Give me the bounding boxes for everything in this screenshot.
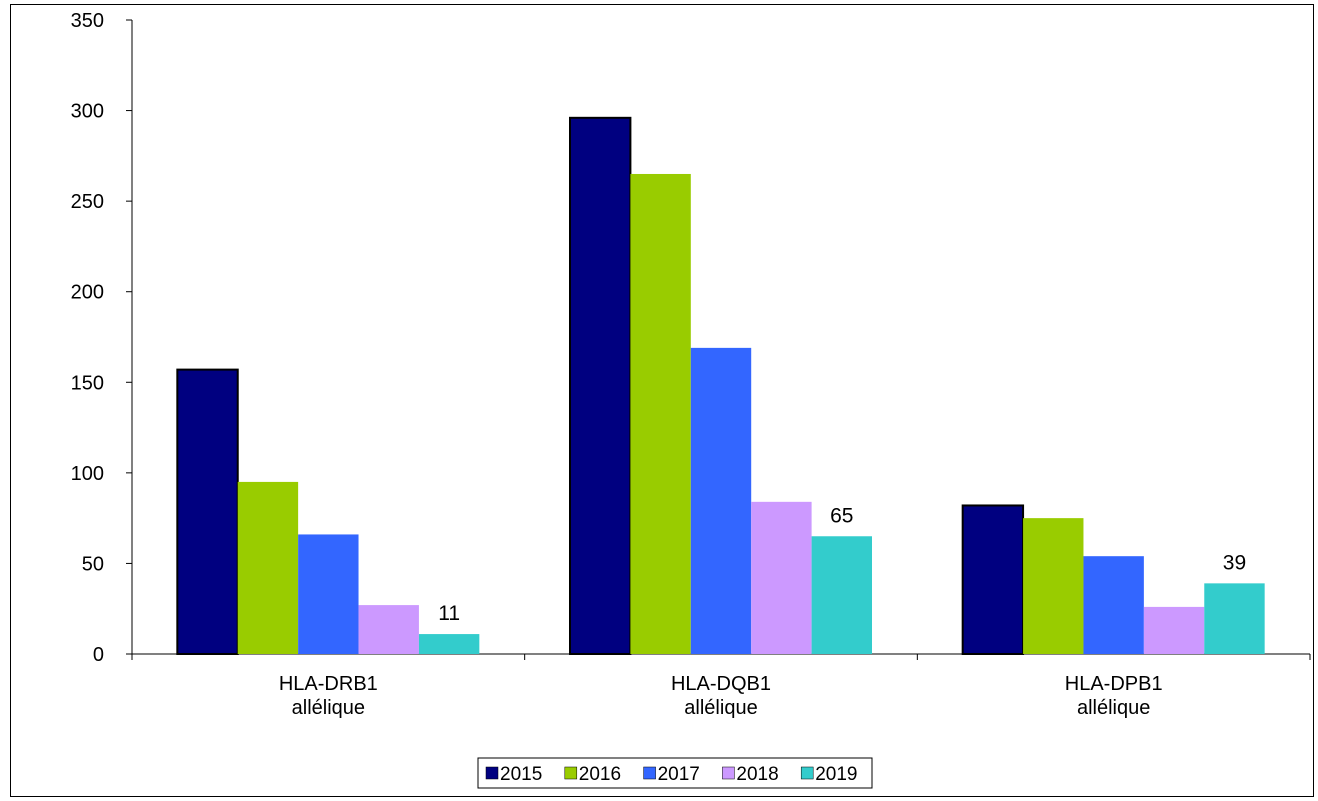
legend-label-2016: 2016 xyxy=(579,764,621,785)
legend-label-2019: 2019 xyxy=(815,764,857,785)
legend-swatch-2016 xyxy=(564,766,578,780)
y-tick-label: 350 xyxy=(71,10,104,32)
data-label: 65 xyxy=(830,504,853,527)
bar-2017 xyxy=(690,347,752,654)
x-category-label: HLA-DQB1 allélique xyxy=(671,673,771,719)
legend-swatch-2019 xyxy=(800,766,814,780)
bar-2016 xyxy=(1023,518,1084,654)
bar-2019 xyxy=(418,634,480,654)
data-label: 11 xyxy=(438,602,460,625)
x-category-label: HLA-DRB1 allélique xyxy=(279,673,378,719)
bar-2015 xyxy=(961,504,1025,655)
bar-2018 xyxy=(1143,606,1205,654)
legend-label-2017: 2017 xyxy=(658,764,700,785)
legend-label-2015: 2015 xyxy=(500,764,542,785)
legend-label-2018: 2018 xyxy=(736,764,778,785)
y-tick-label: 150 xyxy=(71,372,104,394)
bar-2017 xyxy=(298,534,359,654)
y-tick-label: 100 xyxy=(71,463,104,485)
bar-2019 xyxy=(1204,583,1265,654)
bar-2019 xyxy=(811,536,872,654)
y-tick-label: 300 xyxy=(71,101,104,123)
y-tick-label: 250 xyxy=(71,191,104,213)
bar-2016 xyxy=(630,173,691,654)
y-tick-label: 0 xyxy=(93,644,104,666)
legend-swatch-2018 xyxy=(722,766,735,780)
legend-swatch-2017 xyxy=(643,766,656,780)
bar-2017 xyxy=(1083,556,1144,654)
data-label: 39 xyxy=(1223,551,1246,574)
bar-2018 xyxy=(751,501,812,654)
bar-2016 xyxy=(237,481,299,654)
x-category-label: HLA-DPB1 allélique xyxy=(1065,673,1163,719)
bar-2018 xyxy=(358,605,419,654)
legend-swatch-2015 xyxy=(485,766,499,780)
y-tick-label: 200 xyxy=(71,282,104,304)
bar-2015 xyxy=(569,116,632,656)
y-tick-label: 50 xyxy=(82,553,104,575)
bar-2015 xyxy=(176,368,239,655)
